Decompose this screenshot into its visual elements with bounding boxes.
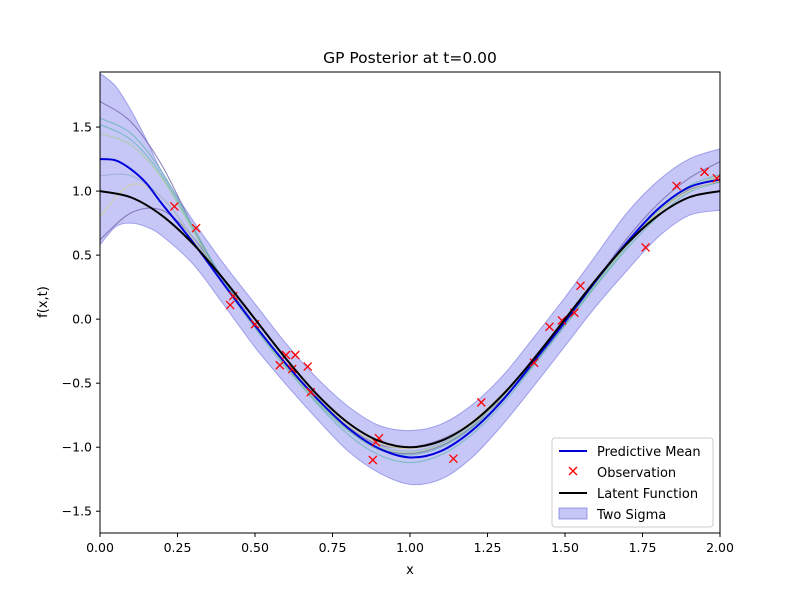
x-tick-label: 0.00 [86, 540, 114, 555]
x-tick-label: 0.25 [164, 540, 192, 555]
y-tick-label: −1.0 [62, 440, 92, 455]
x-tick-label: 1.00 [396, 540, 424, 555]
observation-point [191, 223, 201, 233]
latent-function-layer [100, 190, 720, 449]
legend-patch-icon [558, 507, 588, 520]
y-tick-label: −1.5 [62, 504, 92, 519]
legend-label-predictive-mean: Predictive Mean [597, 445, 701, 460]
x-axis-label: x [406, 563, 414, 578]
x-tick-label: 1.25 [474, 540, 502, 555]
sample-path-3 [100, 117, 720, 464]
observation-point [576, 281, 585, 291]
x-tick-label: 0.75 [319, 540, 347, 555]
y-tick-label: 0.0 [72, 312, 92, 327]
observation-point [672, 181, 682, 191]
latent-function-line [100, 190, 720, 449]
observation-point [225, 300, 235, 310]
observation-point [281, 350, 291, 360]
observation-point [700, 167, 709, 177]
observation-point [529, 358, 539, 368]
x-tick-label: 1.75 [629, 540, 657, 555]
legend-item-observation: Observation [568, 466, 676, 481]
observation-point [448, 454, 458, 464]
observation-point [275, 360, 285, 370]
observation-point [169, 201, 179, 211]
observation-point [476, 397, 486, 407]
y-tick-label: 1.5 [72, 120, 92, 135]
plot-area [100, 72, 720, 486]
legend-label-observation: Observation [597, 466, 676, 481]
y-tick-label: 0.5 [72, 248, 92, 263]
observation-point [545, 322, 554, 332]
observation-point [641, 242, 651, 252]
observation-point [303, 362, 313, 371]
observation-point [368, 455, 378, 465]
x-tick-label: 1.50 [551, 540, 579, 555]
x-axis: 0.00 0.25 0.50 0.75 1.00 1.25 1.50 1.75 2.00 [86, 533, 734, 555]
legend-cross-icon [568, 466, 578, 476]
legend-label-latent-function: Latent Function [597, 487, 698, 502]
legend-label-two-sigma: Two Sigma [596, 508, 666, 523]
observation-point [290, 350, 300, 360]
legend-item-predictive-mean: Predictive Mean [559, 445, 701, 460]
y-tick-label: 1.0 [72, 184, 92, 199]
legend-item-two-sigma: Two Sigma [558, 507, 666, 523]
chart-title: GP Posterior at t=0.00 [323, 49, 497, 67]
x-tick-label: 0.50 [241, 540, 269, 555]
x-tick-label: 2.00 [706, 540, 734, 555]
legend-item-latent-function: Latent Function [559, 487, 698, 502]
observation-point [557, 315, 567, 325]
y-axis: −1.5 −1.0 −0.5 0.0 0.5 1.0 1.5 [62, 120, 100, 519]
observation-point [287, 364, 297, 374]
legend: Predictive Mean Observation Latent Funct… [551, 437, 714, 528]
y-tick-label: −0.5 [62, 376, 92, 391]
y-axis-label: f(x,t) [36, 286, 51, 318]
legend-box [551, 437, 714, 528]
